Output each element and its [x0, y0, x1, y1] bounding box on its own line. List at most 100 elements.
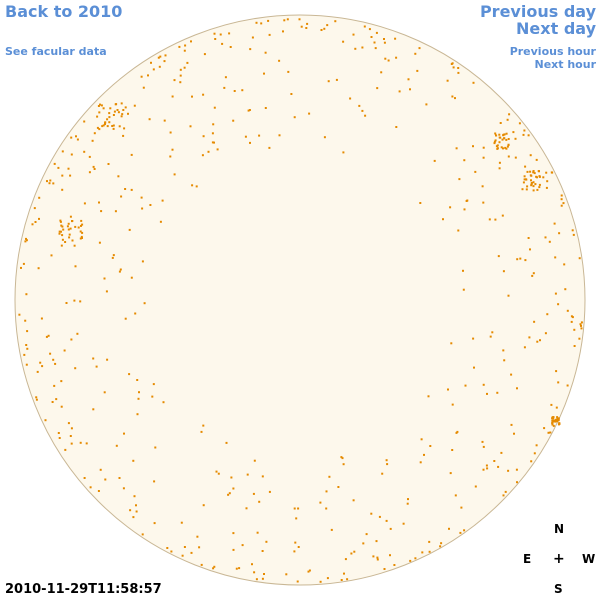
facula — [533, 172, 536, 175]
facula — [538, 183, 541, 186]
facula — [104, 121, 107, 124]
facula — [389, 527, 392, 530]
facula — [70, 338, 73, 341]
facula — [530, 460, 533, 463]
facula — [518, 122, 521, 125]
facula — [494, 139, 497, 142]
facula — [560, 194, 563, 197]
facula — [93, 168, 96, 170]
facula — [346, 578, 349, 581]
facula — [341, 457, 344, 460]
facula — [181, 554, 184, 557]
facula — [130, 276, 133, 279]
facula — [38, 217, 40, 220]
facula — [34, 221, 37, 223]
facula — [286, 18, 289, 21]
facula — [26, 347, 29, 350]
facula — [60, 244, 63, 247]
facula — [566, 384, 569, 387]
facula — [334, 20, 337, 23]
facula — [41, 365, 44, 368]
facula — [135, 510, 138, 513]
facula — [83, 150, 86, 153]
facula — [93, 132, 96, 135]
facula — [529, 170, 532, 173]
next-hour-link[interactable]: Next hour — [534, 58, 597, 71]
facula — [527, 134, 530, 137]
facula — [491, 331, 494, 334]
facula — [69, 435, 72, 437]
compass-center: + — [553, 551, 565, 567]
facula — [195, 185, 198, 188]
facula — [552, 419, 555, 422]
facula — [523, 178, 526, 181]
facula — [219, 33, 222, 36]
facula — [230, 476, 233, 479]
facula — [386, 463, 389, 466]
facula — [229, 46, 232, 48]
facula — [502, 494, 505, 497]
facula — [124, 317, 127, 320]
facula — [75, 135, 77, 138]
facula — [162, 401, 165, 404]
facula — [113, 110, 116, 113]
facula — [442, 218, 444, 221]
facula — [120, 195, 123, 198]
facula — [71, 239, 74, 242]
facula — [184, 44, 187, 47]
facula — [140, 75, 143, 78]
compass-west: W — [582, 552, 596, 566]
facular-link[interactable]: See facular data — [5, 45, 107, 58]
facula — [503, 137, 506, 140]
facula — [207, 150, 210, 153]
facula — [107, 163, 110, 165]
facula — [81, 237, 83, 239]
facula — [526, 185, 529, 188]
facula — [120, 102, 123, 105]
facula — [108, 116, 111, 119]
facula — [232, 487, 235, 490]
facula — [83, 477, 86, 479]
facula — [532, 170, 535, 173]
facula — [24, 240, 27, 243]
back-link[interactable]: Back to 2010 — [5, 2, 123, 21]
facula — [378, 515, 381, 518]
facula — [340, 579, 343, 581]
facula — [141, 533, 144, 536]
facula — [502, 147, 504, 150]
facula — [214, 38, 217, 40]
facula — [505, 132, 508, 135]
facula — [370, 512, 373, 515]
facula — [24, 319, 27, 322]
facula — [496, 144, 499, 147]
facula — [152, 68, 155, 71]
facula — [523, 346, 526, 349]
facula — [473, 366, 475, 369]
facula — [35, 396, 38, 399]
facula — [494, 218, 497, 221]
facula — [530, 179, 532, 182]
facula — [70, 136, 73, 139]
facula — [111, 256, 114, 259]
next-day-link[interactable]: Next day — [516, 19, 596, 38]
facula — [213, 32, 216, 35]
facula — [510, 423, 513, 426]
facula — [74, 225, 77, 228]
facula — [25, 293, 28, 296]
facula — [159, 55, 162, 58]
facula — [389, 554, 391, 557]
facula — [521, 188, 524, 191]
facula — [54, 362, 57, 365]
facula — [85, 442, 88, 445]
facula — [325, 490, 328, 493]
facula — [572, 233, 575, 236]
facula — [387, 59, 390, 62]
facula — [36, 370, 39, 373]
facula — [89, 486, 92, 489]
facula — [335, 78, 338, 81]
facula — [190, 40, 192, 43]
previous-day-link[interactable]: Previous day — [479, 2, 596, 21]
facula — [550, 403, 553, 406]
facula — [133, 495, 136, 498]
previous-hour-link[interactable]: Previous hour — [509, 45, 596, 58]
